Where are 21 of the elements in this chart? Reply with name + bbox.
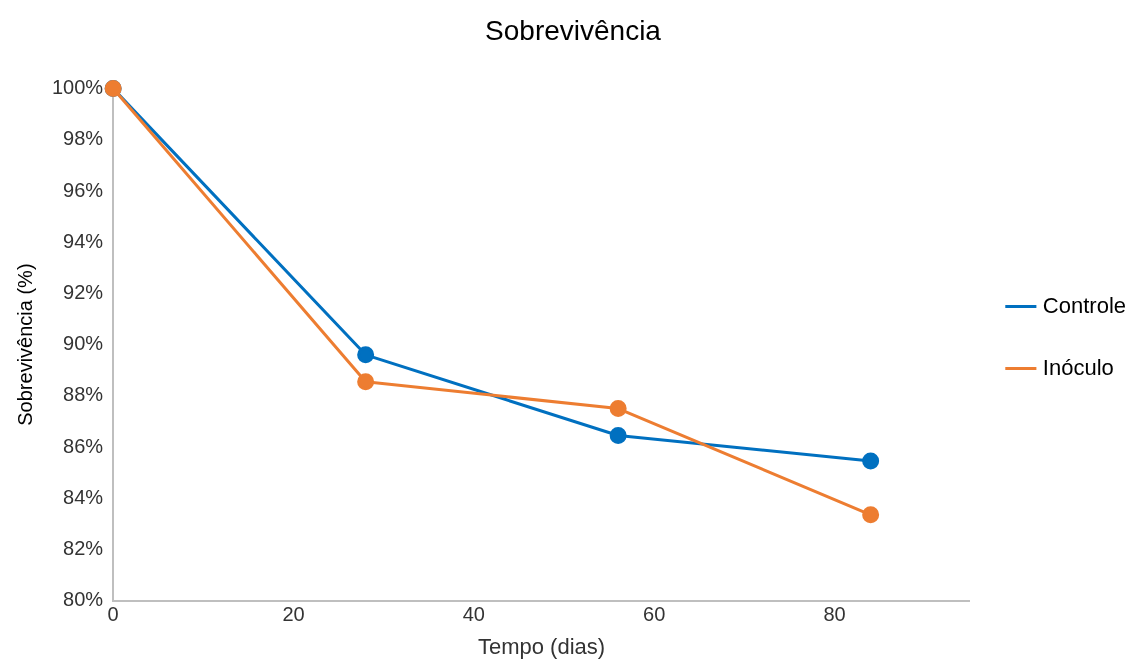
x-tick-label: 0: [107, 603, 119, 626]
legend-label: Controle: [1042, 292, 1126, 318]
y-tick-label: 90%: [63, 332, 104, 355]
x-tick-label: 60: [643, 603, 666, 626]
y-tick-label: 100%: [52, 76, 104, 99]
y-tick-label: 84%: [63, 485, 104, 508]
x-tick-label: 80: [823, 603, 846, 626]
y-tick-label: 96%: [63, 178, 104, 201]
legend-label: Inóculo: [1042, 354, 1114, 380]
chart-title: Sobrevivência: [485, 14, 662, 46]
y-tick-label: 86%: [63, 434, 104, 457]
y-tick-label: 80%: [63, 588, 104, 611]
y-tick-label: 94%: [63, 229, 104, 252]
x-tick-label: 40: [462, 603, 485, 626]
y-tick-label: 88%: [63, 383, 104, 406]
x-tick-label: 20: [282, 603, 305, 626]
x-axis-title: Tempo (dias): [477, 633, 606, 659]
y-tick-label: 92%: [63, 280, 104, 303]
y-tick-label: 98%: [63, 127, 104, 150]
y-tick-label: 82%: [63, 536, 104, 559]
y-axis-title: Sobrevivência (%): [13, 263, 36, 426]
